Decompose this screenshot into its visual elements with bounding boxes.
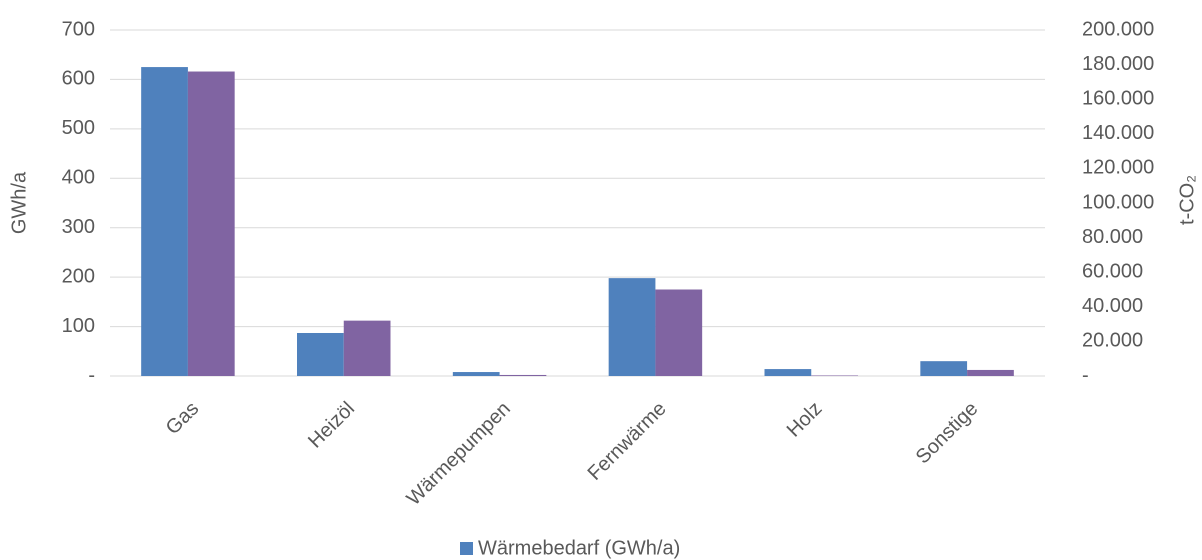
y-tick-label: 600 (62, 68, 95, 90)
bar (187, 71, 235, 377)
bar (920, 361, 968, 376)
x-tick-label: Sonstige (912, 398, 983, 469)
y-tick-label: 500 (62, 117, 95, 139)
y2-tick-label: - (1082, 364, 1089, 386)
bar (297, 332, 344, 376)
y2-tick-label: 200.000 (1082, 18, 1154, 40)
y2-tick-label: 60.000 (1082, 260, 1143, 282)
bar (655, 289, 703, 376)
legend-label: Wärmebedarf (GWh/a) (478, 537, 680, 559)
bar (967, 369, 1014, 376)
y2-tick-label: 100.000 (1082, 191, 1154, 213)
bar (608, 278, 656, 376)
bar (811, 375, 858, 376)
y2-tick-label: 80.000 (1082, 226, 1143, 248)
bar (452, 372, 500, 376)
y-tick-label: 200 (62, 265, 95, 287)
bar (343, 320, 391, 376)
bar (499, 374, 547, 376)
y2-tick-label: 20.000 (1082, 330, 1143, 352)
y-axis-title: GWh/a (8, 171, 30, 234)
y-tick-label: 300 (62, 216, 95, 238)
x-tick-label: Gas (162, 398, 203, 439)
y-tick-label: - (88, 364, 95, 386)
bar (141, 67, 188, 377)
y-tick-label: 700 (62, 18, 95, 40)
bar (764, 369, 812, 376)
x-tick-label: Wärmepumpen (403, 398, 515, 510)
x-tick-label: Heizöl (304, 398, 359, 453)
y2-tick-label: 40.000 (1082, 295, 1143, 317)
y-tick-label: 100 (62, 315, 95, 337)
y2-tick-label: 120.000 (1082, 157, 1154, 179)
x-tick-label: Fernwärme (584, 398, 671, 485)
y2-axis-title: t-CO₂ (1176, 175, 1198, 225)
y-tick-label: 400 (62, 167, 95, 189)
x-tick-label: Holz (783, 398, 827, 442)
y2-tick-label: 140.000 (1082, 122, 1154, 144)
legend-swatch (460, 542, 473, 555)
y2-tick-label: 180.000 (1082, 53, 1154, 75)
y2-tick-label: 160.000 (1082, 87, 1154, 109)
